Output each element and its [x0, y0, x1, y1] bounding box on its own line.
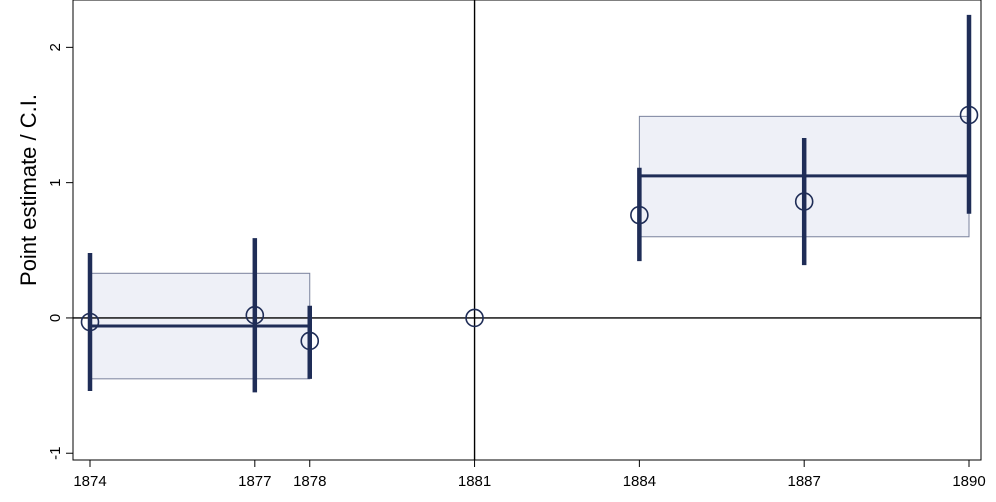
x-tick-label-1877: 1877: [238, 473, 271, 490]
plot-area-frame: [72, 0, 982, 461]
x-tick-label-1878: 1878: [293, 473, 326, 490]
y-tick-label-0: 0: [47, 314, 64, 322]
point-marker-1890: [959, 105, 979, 125]
pooled-periods-layer: [89, 115, 970, 380]
x-axis: 1874 1877 1878 1881 1884 1887 1890: [73, 460, 986, 490]
point-marker-1884: [630, 205, 649, 225]
reference-lines-layer: [73, 0, 981, 460]
y-tick-label-1: 1: [47, 178, 64, 186]
x-tick-label-1887: 1887: [788, 473, 821, 490]
y-axis-title: Point estimate / C.I.: [16, 94, 41, 286]
y-tick-label-2: 2: [47, 43, 64, 51]
point-marker-1878: [300, 331, 320, 351]
confidence-intervals-layer: [87, 14, 972, 393]
point-markers-layer: [80, 105, 979, 351]
x-tick-label-1874: 1874: [73, 473, 106, 490]
x-tick-label-1890: 1890: [952, 473, 985, 490]
x-tick-label-1884: 1884: [623, 473, 656, 490]
point-marker-1887: [794, 192, 814, 211]
point-marker-1874: [80, 312, 100, 332]
x-tick-label-1881: 1881: [458, 473, 491, 490]
y-axis: -1 0 1 2: [47, 43, 73, 460]
point-marker-1881: [465, 308, 484, 328]
y-tick-label--1: -1: [47, 447, 64, 460]
point-marker-1877: [245, 305, 265, 325]
